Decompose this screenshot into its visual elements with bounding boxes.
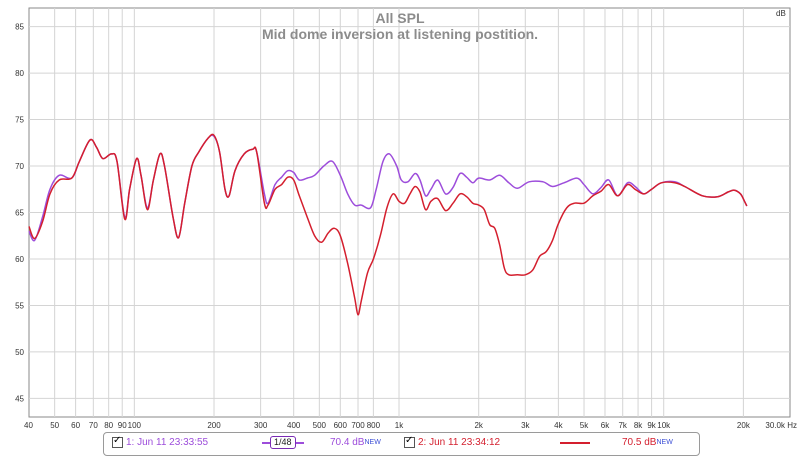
smoothing-value[interactable]: 1/48 <box>270 436 296 449</box>
y-tick-label: 45 <box>15 394 24 403</box>
series1-level-value: 70.4 dB <box>330 437 365 448</box>
x-tick-label: 60 <box>71 421 80 430</box>
series2-level: 70.5 dB NEW <box>622 437 673 448</box>
x-tick-label: 40 <box>24 421 33 430</box>
x-tick-label: 9k <box>647 421 656 430</box>
x-tick-label: 6k <box>601 421 610 430</box>
legend-series2[interactable]: 2: Jun 11 23:34:12 <box>404 435 501 448</box>
series1-label: 1: Jun 11 23:33:55 <box>126 437 209 448</box>
y-tick-label: 55 <box>15 301 24 310</box>
x-tick-label: 200 <box>207 421 221 430</box>
series2-label: 2: Jun 11 23:34:12 <box>418 437 501 448</box>
x-tick-label: 7k <box>618 421 627 430</box>
tick-labels: 40 50 60 70 80 90 100 200 300 400 500 600 700 800 1k 2k… <box>15 23 797 430</box>
series1-checkbox[interactable] <box>112 435 123 448</box>
y-tick-label: 50 <box>15 348 24 357</box>
y-axis-label: dB <box>776 9 786 18</box>
x-tick-label: 30.0k Hz <box>765 421 797 430</box>
x-tick-label: 600 <box>334 421 348 430</box>
series1-new-badge: NEW <box>364 439 381 446</box>
x-tick-label: 300 <box>254 421 268 430</box>
y-tick-label: 85 <box>15 23 24 32</box>
x-tick-label: 3k <box>521 421 530 430</box>
x-tick-label: 500 <box>313 421 327 430</box>
x-tick-label: 100 <box>128 421 142 430</box>
y-tick-label: 75 <box>15 116 24 125</box>
x-tick-label: 80 <box>104 421 113 430</box>
x-tick-label: 2k <box>474 421 483 430</box>
series-2-line <box>28 133 748 316</box>
x-tick-label: 20k <box>737 421 751 430</box>
x-tick-label: 90 <box>118 421 127 430</box>
y-tick-label: 70 <box>15 162 24 171</box>
y-tick-label: 80 <box>15 69 24 78</box>
x-tick-label: 800 <box>367 421 381 430</box>
chart-title: All SPL <box>375 10 425 26</box>
chart-subtitle: Mid dome inversion at listening postitio… <box>261 26 539 42</box>
x-tick-label: 5k <box>580 421 589 430</box>
x-tick-label: 10k <box>657 421 671 430</box>
x-tick-label: 8k <box>634 421 643 430</box>
smoothing-control[interactable]: 1/48 <box>262 436 304 449</box>
y-tick-label: 60 <box>15 255 24 264</box>
series-lines <box>28 133 748 316</box>
series2-level-value: 70.5 dB <box>622 437 657 448</box>
series2-checkbox[interactable] <box>404 435 415 448</box>
x-tick-label: 700 <box>351 421 365 430</box>
x-tick-label: 4k <box>554 421 563 430</box>
series2-line-swatch <box>560 442 590 444</box>
x-tick-label: 1k <box>395 421 404 430</box>
x-tick-label: 70 <box>89 421 98 430</box>
spl-chart: 40 50 60 70 80 90 100 200 300 400 500 600 700 800 1k 2k… <box>15 7 797 430</box>
series2-new-badge: NEW <box>656 439 673 446</box>
grid-lines <box>29 8 790 417</box>
legend-series1[interactable]: 1: Jun 11 23:33:55 <box>112 435 209 448</box>
x-tick-label: 400 <box>287 421 301 430</box>
x-tick-label: 50 <box>50 421 59 430</box>
y-tick-label: 65 <box>15 209 24 218</box>
series1-level: 70.4 dB NEW <box>330 437 381 448</box>
